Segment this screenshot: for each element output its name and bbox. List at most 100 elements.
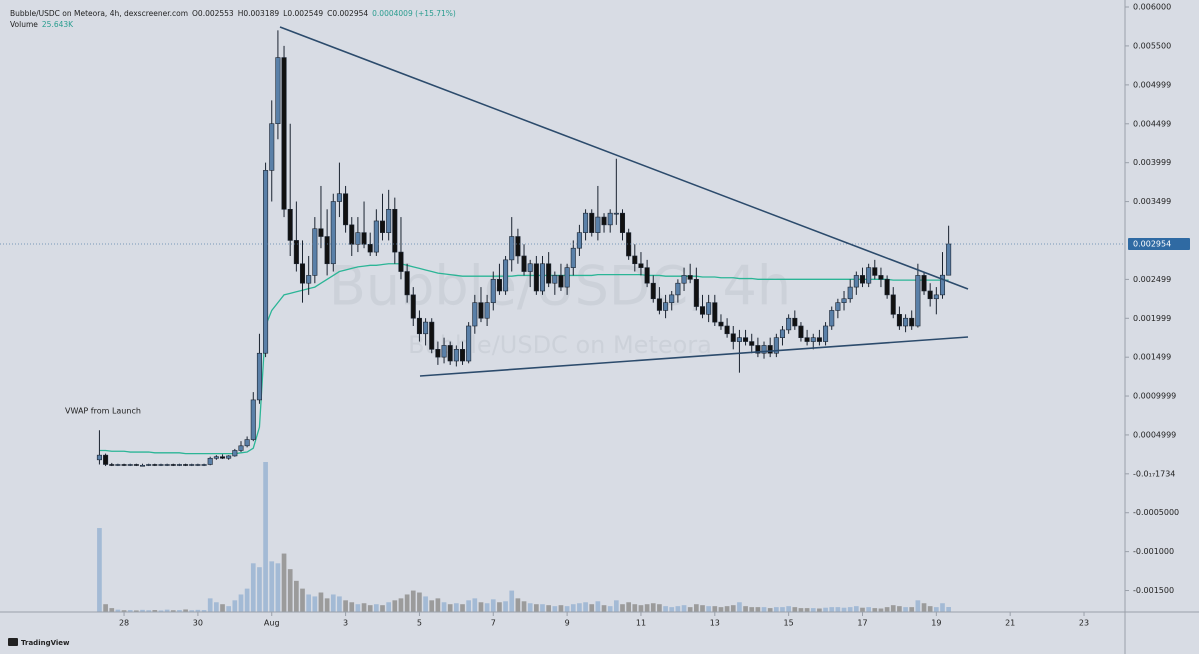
candle-body <box>743 337 749 342</box>
volume-bar <box>933 607 939 612</box>
volume-bar <box>170 610 176 612</box>
candle-body <box>576 232 582 249</box>
volume-bar <box>478 602 484 612</box>
volume-bar <box>201 610 207 612</box>
volume-bar <box>472 598 478 612</box>
candle-body <box>638 263 644 268</box>
candle-body <box>398 251 404 272</box>
volume-bar <box>373 604 379 612</box>
candle-body <box>779 329 785 338</box>
volume-value: 25.643K <box>41 20 74 29</box>
volume-bar <box>792 607 798 612</box>
volume-bar <box>878 608 884 612</box>
volume-bar <box>940 603 945 612</box>
candle-body <box>804 337 810 342</box>
volume-bar <box>909 607 915 612</box>
volume-bar <box>404 594 410 612</box>
volume-bar <box>730 605 736 612</box>
candle-body <box>946 243 952 276</box>
volume-bar <box>663 606 668 612</box>
candle-body <box>447 345 453 362</box>
volume-bar <box>644 604 650 612</box>
ohlc-item: L0.002549 <box>283 9 324 18</box>
volume-bar <box>755 607 761 612</box>
volume-bar <box>774 607 779 612</box>
candle-body <box>896 314 902 327</box>
candle-body <box>915 275 921 327</box>
volume-bar <box>607 606 613 612</box>
candle-body <box>103 454 109 465</box>
candle-body <box>453 349 459 362</box>
volume-bar <box>189 610 195 612</box>
candle-body <box>232 450 238 457</box>
brand-icon <box>8 638 18 646</box>
volume-bar <box>466 600 471 612</box>
volume-bar <box>312 596 318 612</box>
candle-body <box>607 212 613 226</box>
candle-body <box>533 263 539 292</box>
candle-body <box>164 464 170 466</box>
ohlc-item: O0.002553 <box>192 9 234 18</box>
candle-body <box>669 294 675 303</box>
volume-bar <box>558 605 564 612</box>
candle-body <box>527 263 533 272</box>
ohlc-item: 0.0004009 (+15.71%) <box>372 9 456 18</box>
y-tick-label: 0.0004999 <box>1133 430 1176 439</box>
volume-bar <box>226 606 231 612</box>
volume-bar <box>675 606 681 612</box>
x-tick-label: 13 <box>710 619 720 628</box>
candle-body <box>699 306 706 315</box>
candle-body <box>373 220 379 253</box>
candle-body <box>176 464 182 466</box>
volume-bar <box>220 604 225 612</box>
y-tick-label: 0.003499 <box>1133 197 1171 206</box>
candle-body <box>115 464 121 466</box>
volume-bar <box>921 603 927 612</box>
candle-body <box>478 302 484 319</box>
candle-body <box>663 302 669 311</box>
volume-bar <box>318 592 324 612</box>
volume-bar <box>238 594 244 612</box>
volume-bar <box>134 610 139 612</box>
candle-body <box>613 212 619 215</box>
x-tick-label: 15 <box>784 619 794 628</box>
trend-line-lower <box>419 336 969 377</box>
candle-body <box>127 464 133 466</box>
candle-body <box>226 455 232 459</box>
candle-body <box>472 302 478 327</box>
symbol: Bubble/USDC on Meteora, 4h, dexscreener.… <box>10 9 189 18</box>
volume-bar <box>410 590 416 612</box>
volume-bar <box>564 606 570 612</box>
volume-bar <box>897 606 902 612</box>
volume-bar <box>509 590 515 612</box>
candle-body <box>189 464 195 466</box>
candle-body <box>859 275 866 284</box>
volume-bar <box>810 608 816 612</box>
volume-bar <box>515 598 521 612</box>
volume-bar <box>527 603 533 612</box>
volume-bar <box>583 602 588 612</box>
volume-label: Volume <box>10 20 38 29</box>
candle-body <box>570 247 576 268</box>
candle-body <box>183 464 189 466</box>
candle-body <box>589 212 595 233</box>
candle-body <box>539 263 546 292</box>
volume-bar <box>121 610 127 612</box>
candle-body <box>798 325 804 338</box>
volume-bar <box>632 604 638 612</box>
volume-bar <box>601 605 607 612</box>
volume-bar <box>767 608 773 612</box>
volume-bar <box>429 600 435 612</box>
candle-body <box>872 267 878 276</box>
x-tick-label: 7 <box>491 619 496 628</box>
y-tick-label: 0.0009999 <box>1133 392 1176 401</box>
candle-body <box>429 321 435 350</box>
y-tick-label: -0.0005000 <box>1133 508 1179 517</box>
volume-bar <box>287 569 293 612</box>
candle-body <box>583 212 589 233</box>
volume-bar <box>761 607 767 612</box>
x-tick-label: 17 <box>857 619 867 628</box>
candle-body <box>681 275 687 284</box>
